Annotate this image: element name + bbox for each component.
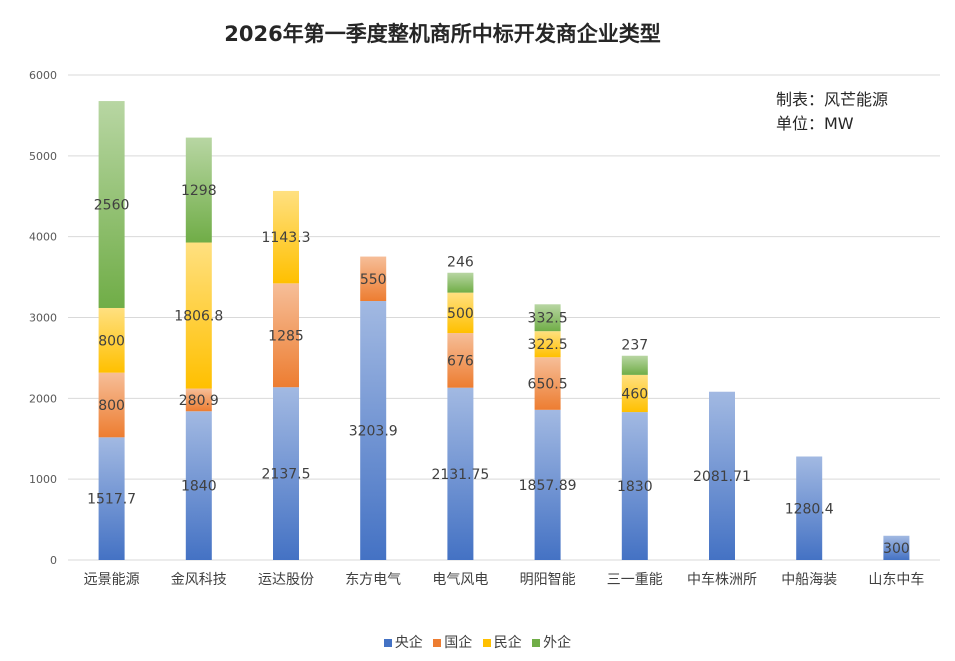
data-label: 460 bbox=[621, 386, 648, 402]
data-label: 3203.9 bbox=[349, 424, 398, 440]
legend-swatch bbox=[383, 639, 392, 647]
x-tick-label: 中船海装 bbox=[781, 572, 837, 588]
data-label: 1143.3 bbox=[262, 230, 311, 246]
data-label: 500 bbox=[447, 306, 474, 322]
x-tick-label: 中车株洲所 bbox=[687, 571, 757, 588]
data-label: 1840 bbox=[181, 479, 217, 495]
bar-segment bbox=[98, 101, 125, 308]
data-label: 2081.71 bbox=[693, 469, 751, 485]
bar-segment bbox=[185, 411, 212, 560]
x-tick-label: 电气风电 bbox=[432, 572, 488, 588]
bar-segment bbox=[534, 409, 561, 560]
bar-segment bbox=[447, 272, 474, 293]
data-label: 650.5 bbox=[528, 377, 568, 393]
legend-label: 国企 bbox=[444, 635, 473, 651]
data-label: 1280.4 bbox=[785, 501, 834, 517]
axes: 0 1000 2000 3000 4000 5000 6000 远景能源 金风科技 运达股份 东方电… bbox=[29, 69, 924, 588]
data-label: 322.5 bbox=[528, 337, 568, 353]
legend-label: 外企 bbox=[543, 635, 572, 651]
x-tick-label: 三一重能 bbox=[607, 572, 663, 588]
data-label: 800 bbox=[98, 398, 125, 414]
x-tick-label: 远景能源 bbox=[84, 572, 140, 588]
data-label: 1298 bbox=[181, 183, 217, 199]
bar-segment bbox=[360, 256, 387, 302]
bar-segment bbox=[360, 301, 387, 560]
data-label: 1806.8 bbox=[174, 309, 223, 325]
bar-segment bbox=[534, 357, 561, 410]
x-tick-label: 明阳智能 bbox=[520, 572, 576, 588]
data-label: 246 bbox=[447, 255, 474, 271]
bar-segment bbox=[98, 307, 125, 373]
data-label: 300 bbox=[883, 541, 910, 557]
legend-swatch bbox=[433, 639, 442, 647]
y-tick-label: 2000 bbox=[29, 392, 57, 405]
bar-segment bbox=[447, 292, 474, 334]
bar-segment bbox=[883, 535, 910, 560]
legend-item-central: 央企 bbox=[383, 632, 423, 652]
bar-segment bbox=[185, 388, 212, 412]
data-label: 2560 bbox=[94, 198, 130, 214]
bar-segment bbox=[185, 242, 212, 389]
chart-note-author: 制表：风芒能源 bbox=[776, 90, 889, 109]
x-tick-label: 山东中车 bbox=[868, 571, 924, 588]
bar-segment bbox=[447, 333, 474, 388]
bar-segment bbox=[534, 331, 561, 358]
bar-segment bbox=[796, 456, 823, 560]
data-label: 1857.89 bbox=[519, 478, 577, 494]
data-labels: 1517.7 800 800 2560 1840 280.9 1806.8 1298 2137.… bbox=[87, 183, 910, 557]
data-label: 2131.75 bbox=[431, 467, 489, 483]
bar-segment bbox=[447, 387, 474, 560]
y-tick-label: 6000 bbox=[29, 69, 57, 82]
chart-title: 2026年第一季度整机商所中标开发商企业类型 bbox=[224, 22, 661, 46]
bar-segment bbox=[185, 137, 212, 243]
legend-item-private: 民企 bbox=[482, 632, 522, 652]
bar-segment bbox=[273, 387, 299, 560]
bar-segment bbox=[621, 412, 648, 560]
data-label: 280.9 bbox=[179, 393, 219, 409]
data-label: 550 bbox=[360, 272, 387, 288]
data-label: 676 bbox=[447, 353, 474, 369]
data-label: 237 bbox=[621, 338, 648, 354]
gridlines bbox=[68, 74, 940, 561]
bars bbox=[98, 101, 910, 560]
bar-segment bbox=[621, 355, 648, 375]
legend-swatch bbox=[482, 639, 491, 647]
legend-item-state: 国企 bbox=[433, 632, 472, 652]
x-tick-label: 东方电气 bbox=[345, 572, 401, 588]
y-tick-label: 3000 bbox=[29, 312, 57, 325]
legend-swatch bbox=[532, 639, 541, 647]
y-tick-label: 5000 bbox=[29, 150, 57, 163]
legend-item-foreign: 外企 bbox=[532, 632, 571, 652]
bar-segment bbox=[273, 283, 299, 388]
data-label: 800 bbox=[98, 333, 125, 349]
x-tick-label: 金风科技 bbox=[171, 572, 227, 588]
bar-segment bbox=[98, 372, 125, 438]
data-label: 1285 bbox=[268, 328, 304, 344]
data-label: 332.5 bbox=[528, 311, 568, 327]
y-tick-label: 1000 bbox=[29, 473, 57, 486]
y-tick-label: 4000 bbox=[29, 231, 57, 244]
bar-segment bbox=[273, 190, 299, 284]
legend-label: 央企 bbox=[394, 635, 423, 651]
bar-segment bbox=[621, 374, 648, 413]
bar-segment bbox=[534, 304, 561, 332]
bar-segment bbox=[709, 391, 735, 560]
bar-segment bbox=[98, 437, 125, 560]
legend: 央企 国企 民企 外企 bbox=[0, 632, 955, 652]
y-tick-label: 0 bbox=[50, 554, 57, 567]
data-label: 1517.7 bbox=[87, 492, 136, 508]
data-label: 1830 bbox=[617, 479, 653, 495]
legend-label: 民企 bbox=[493, 635, 522, 651]
x-tick-label: 运达股份 bbox=[258, 572, 314, 588]
data-label: 2137.5 bbox=[262, 467, 311, 483]
chart-note-unit: 单位：MW bbox=[776, 114, 854, 133]
